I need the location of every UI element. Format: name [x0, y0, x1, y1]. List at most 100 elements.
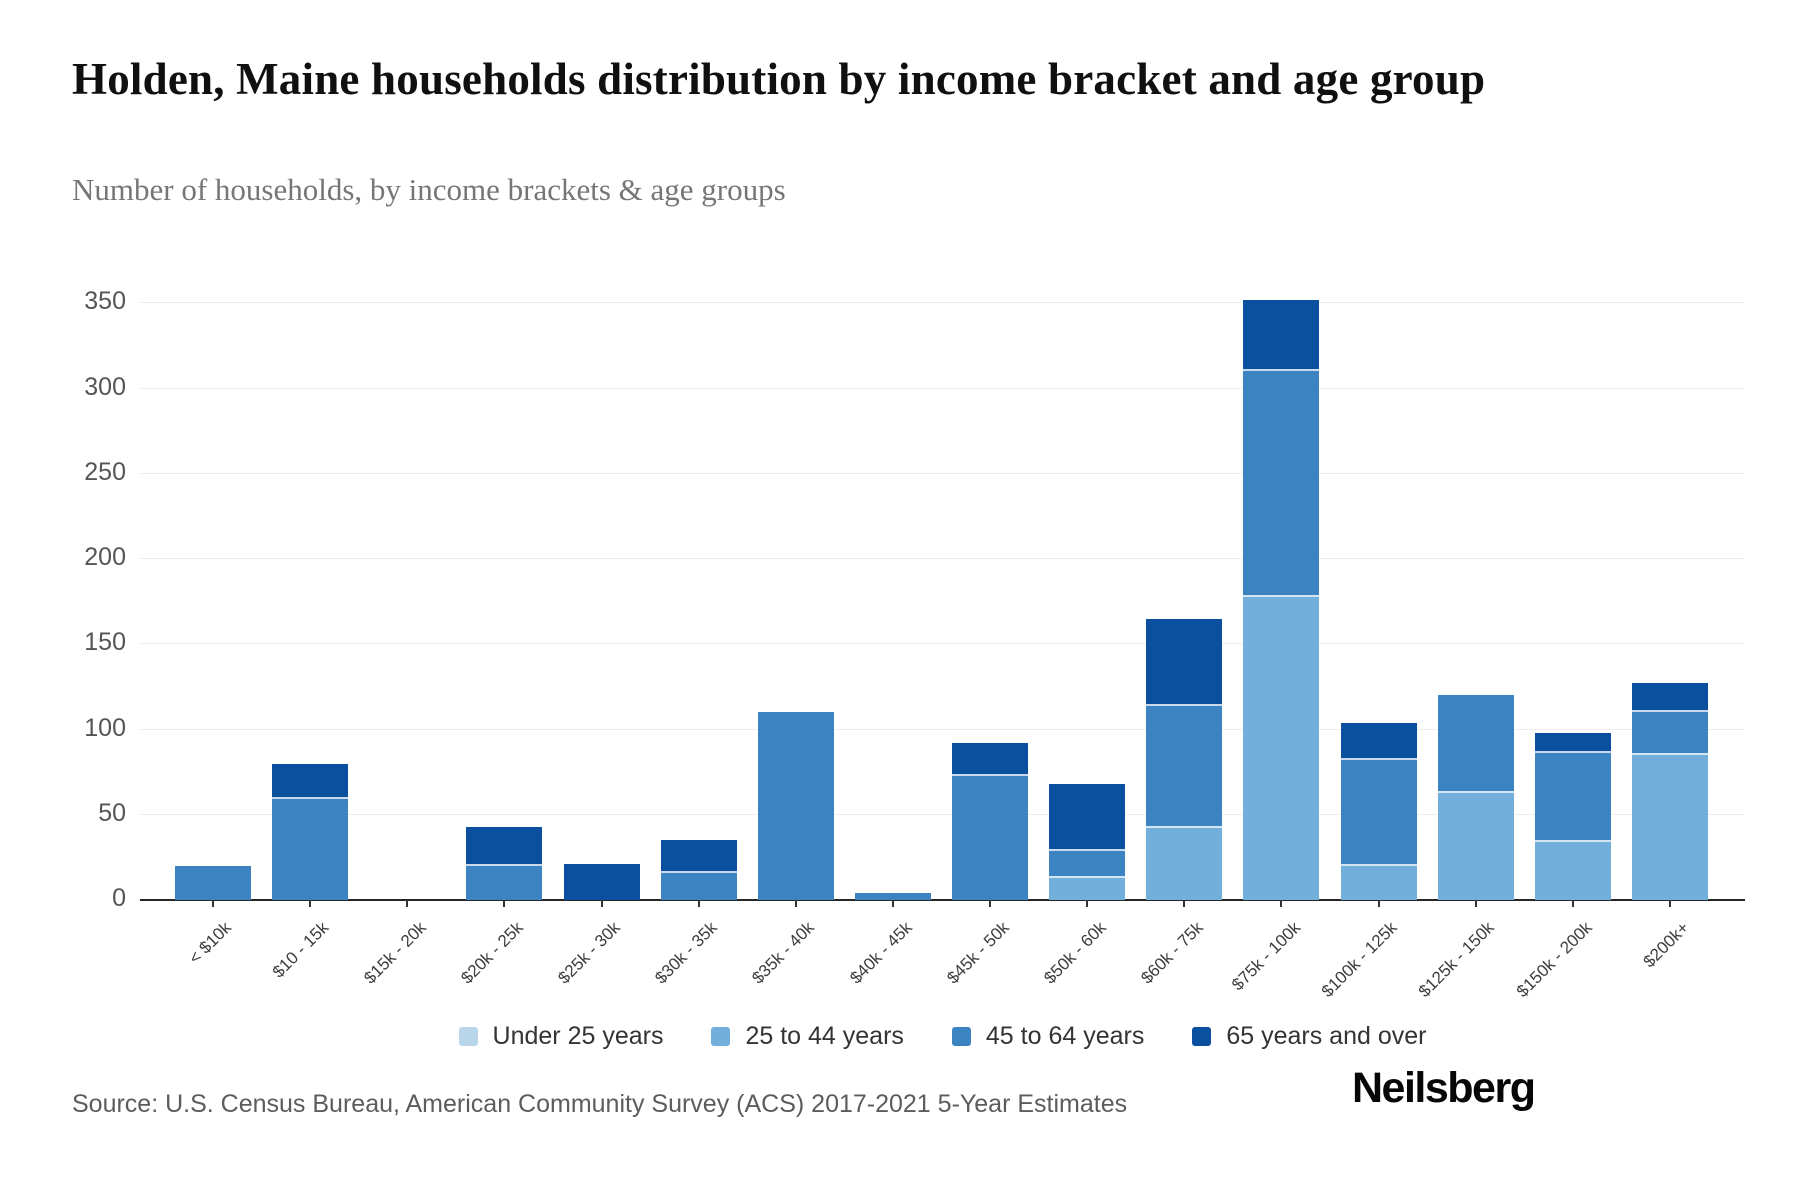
- bar-segment-45-to-64-years[interactable]: [175, 865, 251, 900]
- x-axis-tick: [989, 900, 992, 907]
- bar-60k-75k[interactable]: [1146, 250, 1223, 900]
- bar-20k-25k[interactable]: [466, 250, 543, 900]
- legend-color-swatch: [951, 1027, 971, 1046]
- chart-legend: Under 25 years 25 to 44 years 45 to 64 yea…: [140, 1022, 1745, 1051]
- legend-item-25-to-44-years[interactable]: 25 to 44 years: [711, 1022, 904, 1051]
- bar-segment-65-years-and-over[interactable]: [1631, 683, 1708, 713]
- legend-color-swatch: [1192, 1027, 1212, 1046]
- source-note: Source: U.S. Census Bureau, American Com…: [72, 1090, 1128, 1118]
- bar-30k-35k[interactable]: [660, 250, 737, 900]
- x-axis-tick: [600, 900, 603, 907]
- bar-35k-40k[interactable]: [757, 250, 834, 900]
- x-axis-tick: [503, 900, 506, 907]
- bar-segment-45-to-64-years[interactable]: [1243, 371, 1320, 597]
- x-axis-label: < $10k: [185, 918, 236, 968]
- x-axis-label: $45k - 50k: [942, 918, 1013, 988]
- y-axis-tick-label: 100: [84, 713, 126, 742]
- x-axis-label: $50k - 60k: [1040, 918, 1110, 988]
- bar-segment-25-to-44-years[interactable]: [1340, 865, 1417, 900]
- x-axis-label: $75k - 100k: [1227, 918, 1304, 995]
- bar-segment-45-to-64-years[interactable]: [1146, 705, 1223, 829]
- legend-color-swatch: [458, 1027, 478, 1046]
- x-axis-tick: [891, 900, 894, 907]
- x-axis-label: $30k - 35k: [651, 918, 722, 988]
- x-axis-tick: [309, 900, 312, 907]
- bar-segment-45-to-64-years[interactable]: [757, 712, 834, 900]
- bar-10-15k[interactable]: [272, 250, 349, 900]
- legend-label: 45 to 64 years: [985, 1022, 1145, 1050]
- x-axis-label: $20k - 25k: [457, 918, 527, 988]
- bar-45k-50k[interactable]: [952, 250, 1029, 900]
- x-axis-label: $125k - 150k: [1415, 918, 1499, 1001]
- x-axis-label: $60k - 75k: [1137, 918, 1207, 988]
- bar-segment-45-to-64-years[interactable]: [660, 872, 737, 900]
- bar-segment-45-to-64-years[interactable]: [466, 865, 543, 900]
- bar-75k-100k[interactable]: [1243, 250, 1320, 900]
- bar-segment-65-years-and-over[interactable]: [1534, 732, 1611, 754]
- x-axis-tick: [1377, 900, 1380, 907]
- bar-40k-45k[interactable]: [854, 250, 931, 900]
- gridline-100: [140, 728, 1745, 730]
- bar-segment-65-years-and-over[interactable]: [563, 864, 640, 900]
- legend-color-swatch: [711, 1027, 731, 1046]
- x-axis-tick: [1183, 900, 1186, 907]
- x-axis-label: $25k - 30k: [554, 918, 624, 988]
- page-subtitle: Number of households, by income brackets…: [72, 172, 786, 207]
- bar-segment-25-to-44-years[interactable]: [1146, 828, 1223, 900]
- gridline-150: [140, 643, 1745, 645]
- x-axis-label: $100k - 125k: [1318, 918, 1401, 1001]
- x-axis-tick: [1668, 900, 1671, 907]
- bar-segment-25-to-44-years[interactable]: [1631, 755, 1708, 900]
- bar-segment-25-to-44-years[interactable]: [1437, 792, 1514, 900]
- neilsberg-logo: Neilsberg: [1352, 1064, 1536, 1112]
- bar-segment-45-to-64-years[interactable]: [1437, 695, 1514, 793]
- legend-item-65-years-and-over[interactable]: 65 years and over: [1192, 1022, 1426, 1051]
- bar-100k-125k[interactable]: [1340, 250, 1417, 900]
- bar-segment-45-to-64-years[interactable]: [854, 893, 931, 900]
- x-axis-label: $35k - 40k: [748, 918, 819, 988]
- x-axis-tick: [1571, 900, 1574, 907]
- legend-item-under-25-years[interactable]: Under 25 years: [458, 1022, 664, 1051]
- legend-label: Under 25 years: [492, 1022, 664, 1050]
- bar-segment-65-years-and-over[interactable]: [952, 743, 1029, 776]
- bar-segment-25-to-44-years[interactable]: [1243, 596, 1320, 900]
- bar-segment-25-to-44-years[interactable]: [1049, 877, 1126, 900]
- bar-25k-30k[interactable]: [563, 250, 640, 900]
- bar-segment-65-years-and-over[interactable]: [1049, 784, 1126, 851]
- y-axis-tick-label: 150: [84, 628, 126, 657]
- bar-segment-45-to-64-years[interactable]: [1631, 712, 1708, 756]
- x-axis-label: $200k+: [1639, 918, 1693, 972]
- x-axis-label: $10 - 15k: [269, 918, 333, 982]
- x-axis-tick: [697, 900, 700, 907]
- bar-125k-150k[interactable]: [1437, 250, 1514, 900]
- legend-label: 65 years and over: [1226, 1022, 1427, 1050]
- x-axis-label: $40k - 45k: [845, 918, 916, 988]
- legend-item-45-to-64-years[interactable]: 45 to 64 years: [951, 1022, 1145, 1051]
- legend-label: 25 to 44 years: [745, 1022, 904, 1050]
- bar-segment-45-to-64-years[interactable]: [1534, 753, 1611, 843]
- x-axis-tick: [1474, 900, 1477, 907]
- gridline-350: [140, 302, 1745, 304]
- bar-segment-65-years-and-over[interactable]: [1146, 618, 1223, 706]
- bar-10k[interactable]: [175, 250, 251, 900]
- bar-50k-60k[interactable]: [1049, 250, 1126, 900]
- bar-segment-65-years-and-over[interactable]: [272, 763, 349, 800]
- bar-200k+[interactable]: [1631, 250, 1708, 900]
- bar-segment-65-years-and-over[interactable]: [1243, 299, 1320, 372]
- chart-plot-area: 0 50 100 150 200 250 300 350 < $10k $10 - 15k $15k…: [84, 250, 1745, 1001]
- bar-segment-25-to-44-years[interactable]: [1534, 842, 1611, 900]
- bar-segment-65-years-and-over[interactable]: [660, 840, 737, 873]
- x-axis-label: $15k - 20k: [360, 918, 430, 988]
- y-axis-tick-label: 300: [84, 372, 126, 401]
- bar-segment-45-to-64-years[interactable]: [272, 799, 349, 900]
- x-axis-tick: [212, 900, 214, 907]
- gridline-300: [140, 387, 1745, 389]
- bar-150k-200k[interactable]: [1534, 250, 1611, 900]
- bar-segment-65-years-and-over[interactable]: [1340, 722, 1417, 761]
- bar-15k-20k[interactable]: [369, 250, 445, 900]
- bar-segment-45-to-64-years[interactable]: [1049, 850, 1126, 878]
- bar-segment-45-to-64-years[interactable]: [952, 775, 1029, 900]
- bar-segment-45-to-64-years[interactable]: [1340, 760, 1417, 866]
- bar-segment-65-years-and-over[interactable]: [466, 826, 543, 866]
- page-title: Holden, Maine households distribution by…: [72, 54, 1486, 104]
